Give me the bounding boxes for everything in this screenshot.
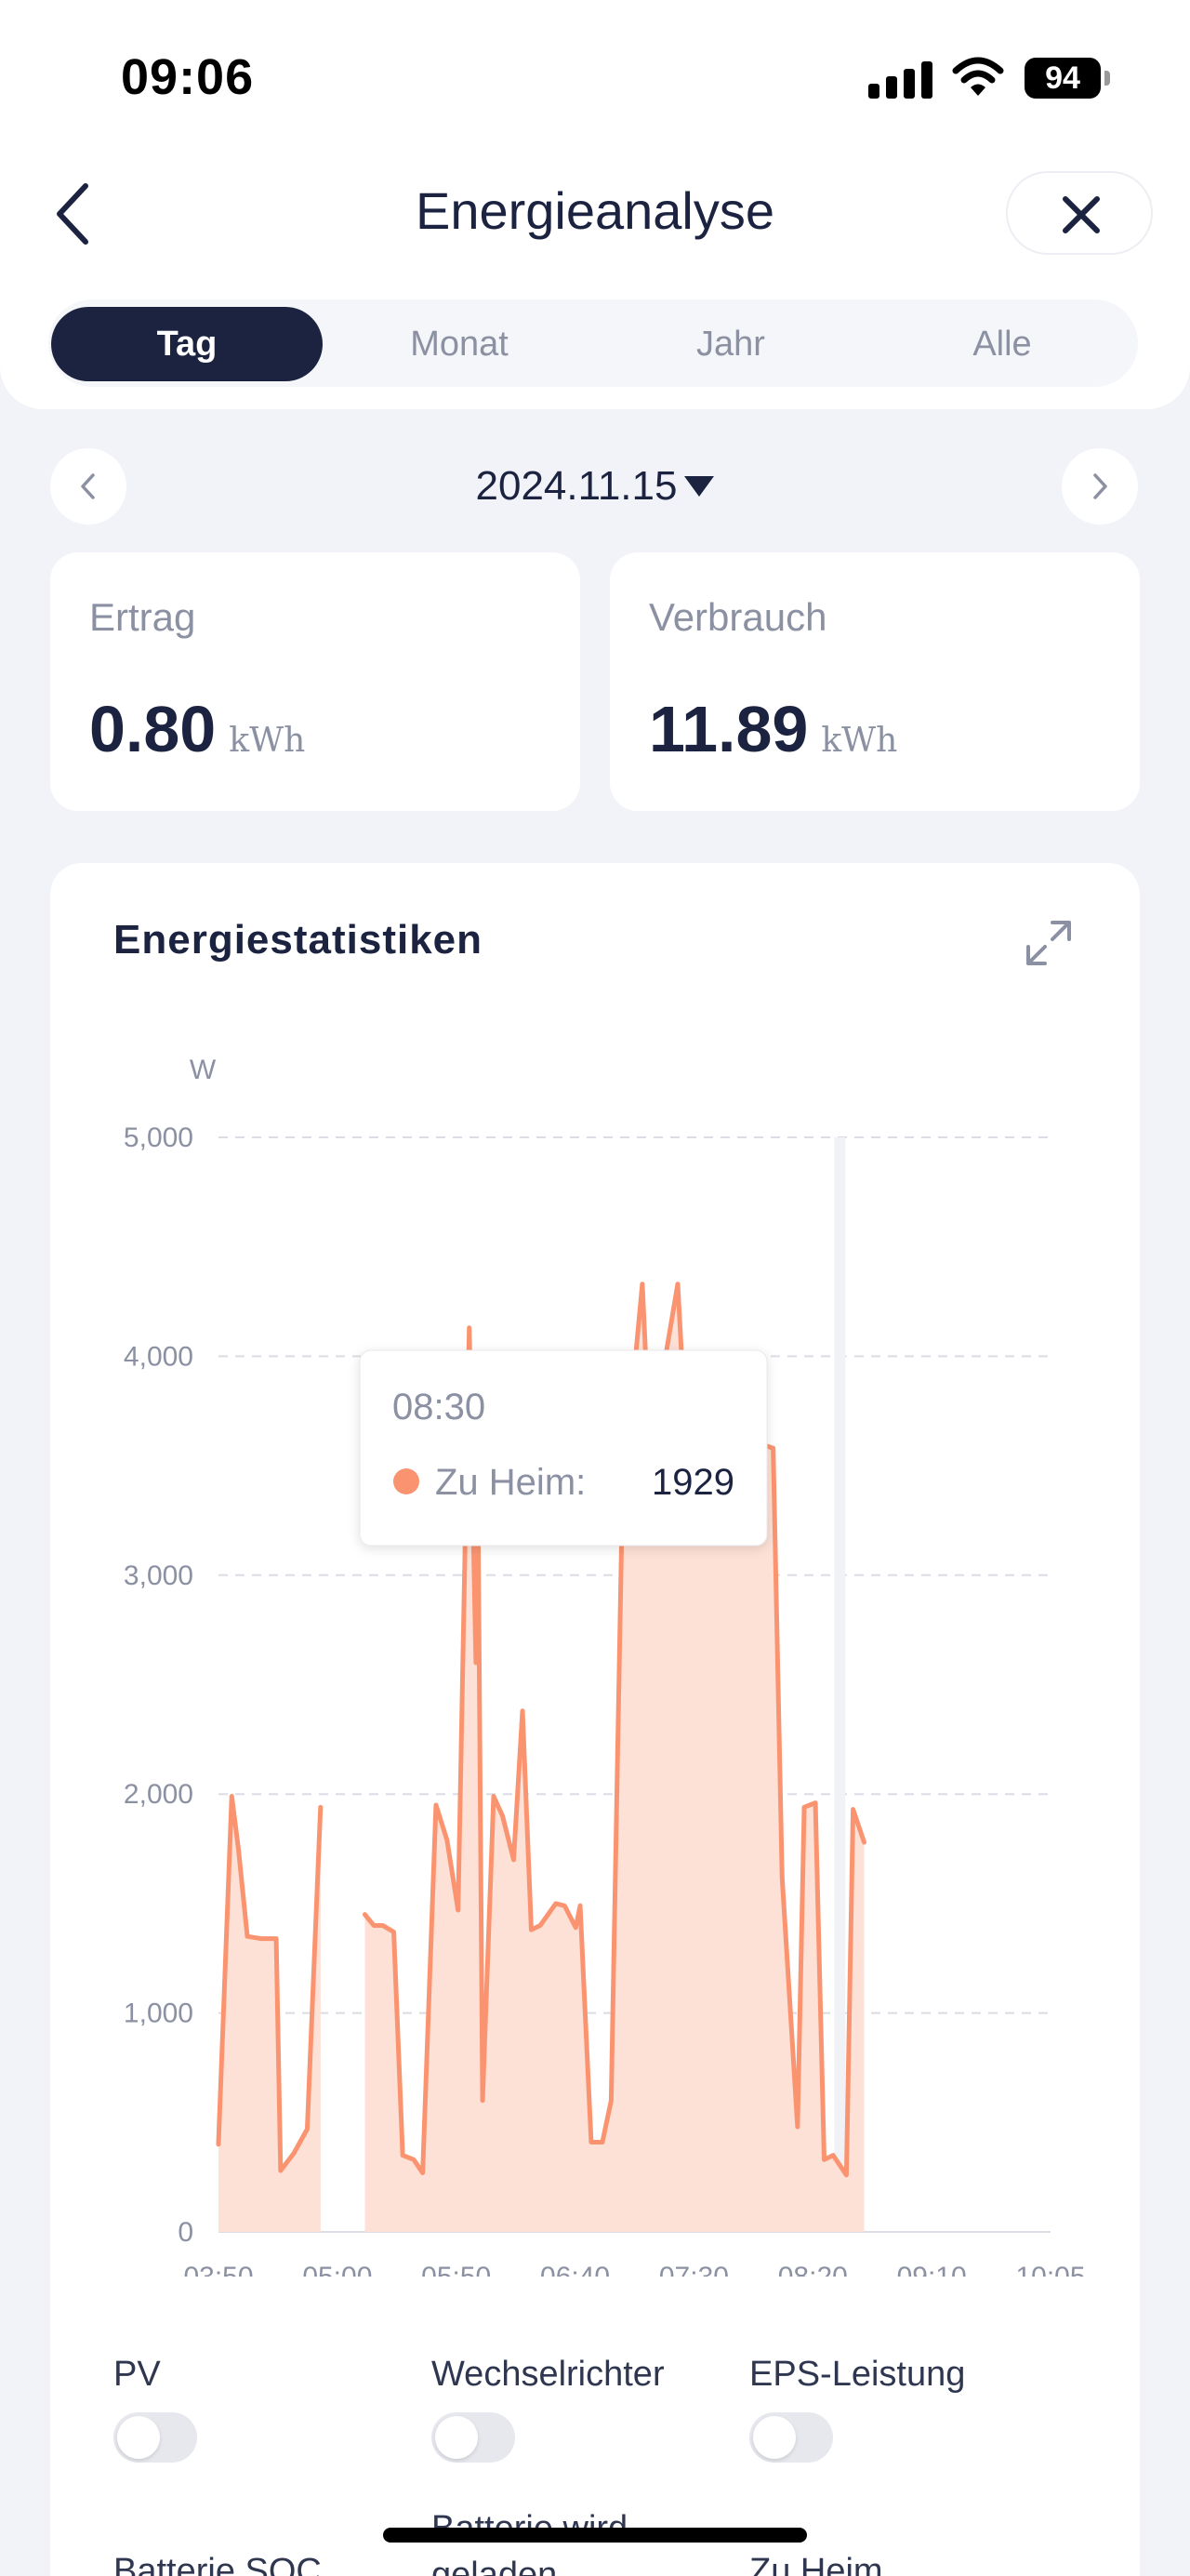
status-time: 09:06 (121, 49, 255, 105)
home-indicator (383, 2528, 807, 2543)
toggle-label-zu-heim: Zu Heim (749, 2552, 883, 2576)
chart-tooltip: 08:30 Zu Heim: 1929 (359, 1349, 768, 1547)
close-icon (1063, 196, 1100, 233)
page-title: Energieanalyse (415, 181, 775, 240)
y-axis-ticks: 5,000 4,000 3,000 2,000 1,000 0 (124, 1122, 193, 2248)
tooltip-time: 08:30 (392, 1387, 485, 1427)
tooltip-series-dot (393, 1468, 419, 1494)
toggle-pv[interactable] (113, 2412, 197, 2463)
series-area (218, 1796, 321, 2232)
back-button[interactable] (46, 179, 102, 249)
tab-tag[interactable]: Tag (51, 307, 323, 381)
energy-statistics-panel: Energiestatistiken W 5,000 4,000 3,000 2,00… (50, 863, 1140, 2576)
chevron-left-icon (81, 473, 95, 499)
toggle-label-pv: PV (113, 2355, 161, 2394)
tab-jahr[interactable]: Jahr (696, 325, 765, 364)
x-tick-label: 05:00 (302, 2262, 372, 2277)
expand-icon (1026, 921, 1071, 965)
next-date-button[interactable] (1062, 448, 1138, 524)
tooltip-box (359, 1349, 768, 1547)
close-button[interactable] (1006, 171, 1153, 255)
y-axis-unit: W (190, 1055, 217, 1085)
battery-indicator: 94 (1025, 58, 1101, 99)
caret-down-icon (684, 476, 715, 498)
yield-card: Ertrag 0.80 kWh (50, 552, 580, 811)
x-tick-label: 10:05 (1015, 2262, 1085, 2277)
y-tick-label: 5,000 (124, 1122, 193, 1153)
toggle-knob (753, 2416, 796, 2459)
previous-date-button[interactable] (50, 448, 126, 524)
y-tick-label: 3,000 (124, 1560, 193, 1591)
x-tick-label: 03:50 (183, 2262, 253, 2277)
toggle-label-batterie-soc: Batterie SOC (113, 2552, 322, 2576)
toggle-label-eps-leistung: EPS-Leistung (749, 2355, 966, 2394)
battery-tip (1104, 71, 1110, 86)
tab-alle[interactable]: Alle (972, 325, 1032, 364)
toggle-label-wechselrichter: Wechselrichter (431, 2355, 665, 2394)
yield-unit: kWh (229, 722, 306, 760)
expand-button[interactable] (1025, 919, 1073, 967)
series-line (362, 1281, 866, 2178)
toggle-knob (117, 2416, 160, 2459)
yield-label: Ertrag (89, 595, 196, 639)
date-text: 2024.11.15 (475, 463, 678, 509)
hover-cursor-line (834, 1137, 846, 2232)
yield-value-row: 0.80 kWh (89, 692, 305, 766)
tab-monat[interactable]: Monat (410, 325, 509, 364)
y-tick-label: 1,000 (124, 1998, 193, 2029)
x-tick-label: 05:50 (421, 2262, 491, 2277)
y-tick-label: 4,000 (124, 1341, 193, 1372)
date-selector[interactable]: 2024.11.15 (0, 463, 1190, 510)
x-axis-ticks: 03:50 05:00 05:50 06:40 07:30 08:20 09:10 10:05 (183, 2262, 1085, 2277)
chart-grid (218, 1136, 1051, 2233)
consumption-label: Verbrauch (649, 595, 827, 639)
consumption-unit: kWh (821, 722, 898, 760)
period-tabs: Tag Monat Jahr Alle (48, 299, 1138, 387)
panel-title: Energiestatistiken (113, 917, 483, 963)
toggle-wechselrichter[interactable] (431, 2412, 515, 2463)
tooltip-value: 1929 (652, 1462, 734, 1503)
toggle-knob (435, 2416, 478, 2459)
cellular-signal-icon (868, 58, 933, 99)
chevron-right-icon (1093, 473, 1107, 499)
chevron-left-icon (57, 183, 88, 245)
y-tick-label: 0 (178, 2217, 193, 2248)
consumption-value: 11.89 (649, 693, 809, 765)
series-line (216, 1794, 324, 2173)
consumption-card: Verbrauch 11.89 kWh (610, 552, 1140, 811)
x-tick-label: 08:20 (778, 2262, 848, 2277)
y-tick-label: 2,000 (124, 1779, 193, 1810)
x-tick-label: 07:30 (659, 2262, 729, 2277)
wifi-icon (952, 56, 1004, 99)
x-tick-label: 09:10 (897, 2262, 967, 2277)
toggle-eps-leistung[interactable] (749, 2412, 833, 2463)
tooltip-series-label: Zu Heim: (435, 1462, 586, 1503)
consumption-value-row: 11.89 kWh (649, 692, 897, 766)
yield-value: 0.80 (89, 693, 217, 765)
x-tick-label: 06:40 (540, 2262, 610, 2277)
